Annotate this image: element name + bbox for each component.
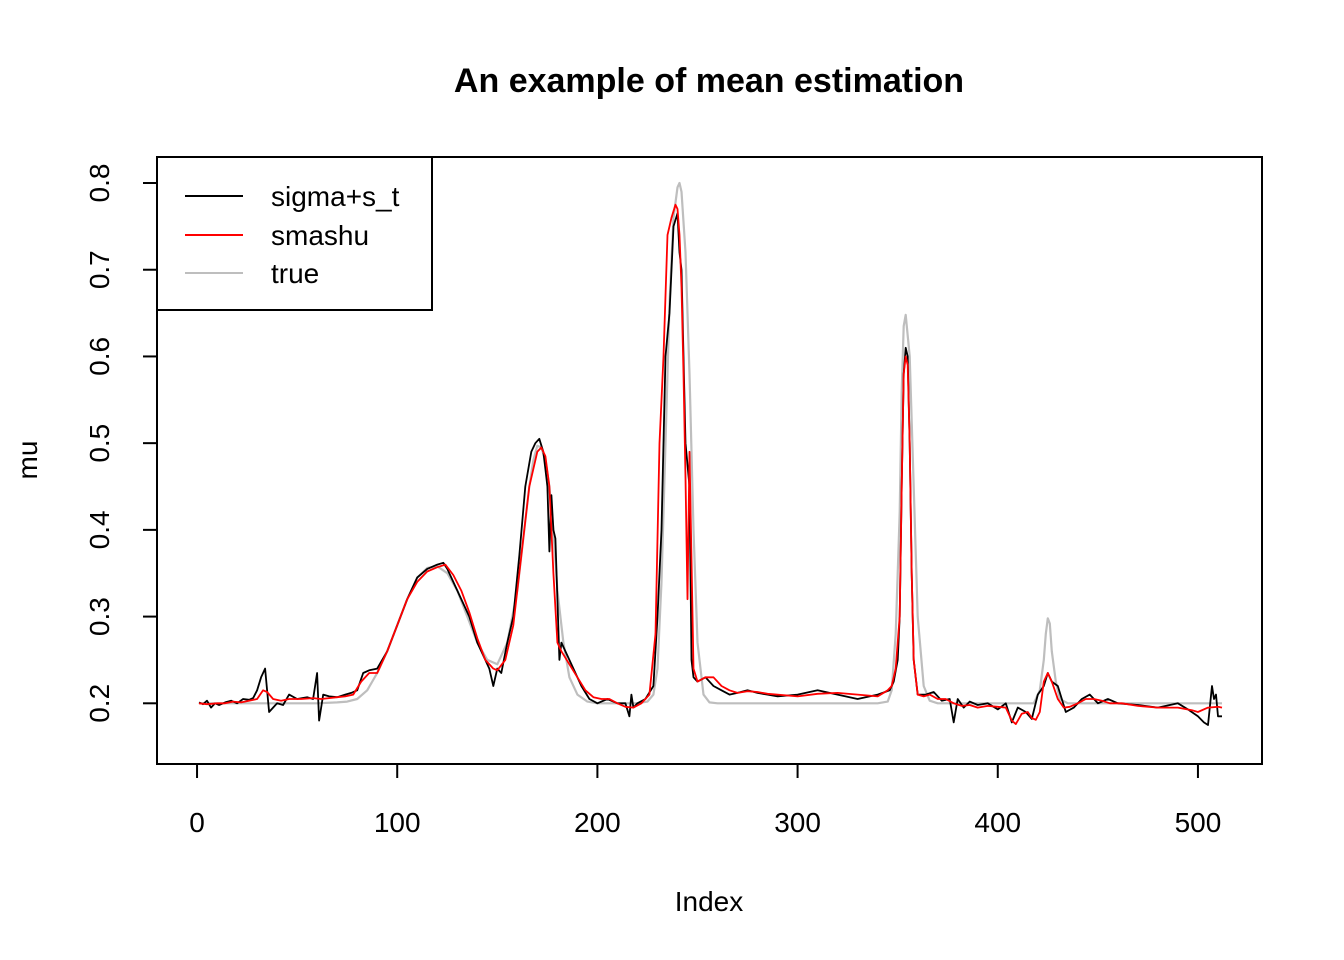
x-tick-label: 500 (1175, 807, 1222, 838)
y-axis-label: mu (12, 441, 43, 480)
x-tick-label: 300 (774, 807, 821, 838)
legend-box (156, 156, 433, 311)
legend-label-true: true (271, 258, 319, 289)
x-tick-label: 0 (189, 807, 205, 838)
legend: sigma+s_t smashu true (156, 156, 433, 311)
series-line-true (199, 181, 1222, 705)
y-tick-label: 0.6 (84, 337, 115, 376)
x-tick-label: 100 (374, 807, 421, 838)
x-tick-label: 200 (574, 807, 621, 838)
y-tick-label: 0.4 (84, 510, 115, 549)
y-tick-label: 0.7 (84, 250, 115, 289)
legend-label-smashu: smashu (271, 220, 369, 251)
y-tick-label: 0.8 (84, 164, 115, 203)
x-tick-label: 400 (974, 807, 1021, 838)
chart-title: An example of mean estimation (454, 62, 964, 100)
y-tick-label: 0.5 (84, 424, 115, 463)
series-layer (198, 181, 1223, 726)
y-tick-label: 0.2 (84, 684, 115, 723)
y-axis: 0.2 0.3 0.4 0.5 0.6 0.7 0.8 (84, 164, 158, 723)
x-axis: 0 100 200 300 400 500 (189, 763, 1222, 838)
series-line-smashu (198, 203, 1223, 725)
legend-label-sigma-s-t: sigma+s_t (271, 181, 400, 212)
x-axis-label: Index (675, 886, 744, 917)
y-tick-label: 0.3 (84, 597, 115, 636)
